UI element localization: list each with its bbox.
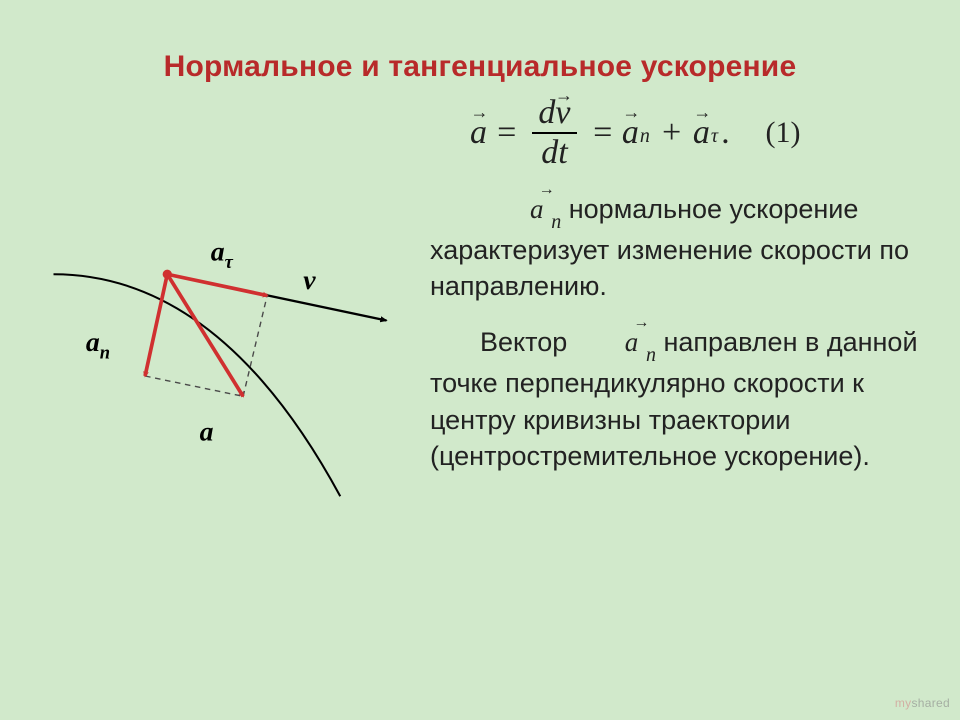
- d-symbol: d: [538, 94, 555, 131]
- equals-sign: =: [495, 110, 518, 156]
- subscript-n: n: [551, 211, 561, 233]
- diagram-label: v: [303, 265, 316, 296]
- paragraph-2: Вектор a n направлен в данной точке перп…: [430, 320, 925, 475]
- acceleration-vector: [167, 274, 267, 295]
- vector-arrow-icon: [693, 100, 709, 124]
- denominator: dt: [539, 134, 569, 172]
- diagram-label: an: [86, 327, 110, 363]
- formula-lhs: a: [470, 110, 487, 156]
- formula-period: .: [722, 110, 731, 156]
- content-row: aτvana a = dv dt = a: [0, 84, 960, 529]
- vector-arrow-icon: [555, 86, 571, 104]
- vector-arrow-icon: [583, 312, 647, 334]
- equation-number: (1): [766, 113, 801, 154]
- construction-line: [145, 376, 243, 396]
- vector-arrow-icon: [471, 100, 487, 124]
- vector-arrow-icon: [489, 179, 553, 201]
- watermark: myshared: [895, 696, 950, 710]
- origin-point: [163, 270, 172, 279]
- formula-row: a = dv dt = a n + a: [430, 94, 925, 172]
- watermark-shared: shared: [912, 696, 951, 710]
- inline-an: a n: [575, 320, 656, 365]
- subscript-n: n: [640, 123, 650, 150]
- p2-pre: Вектор: [480, 327, 575, 357]
- formula: a = dv dt = a n + a: [470, 94, 731, 172]
- acceleration-diagram: aτ v an a: [20, 154, 420, 524]
- equals-sign: =: [591, 110, 614, 156]
- acceleration-vector: [145, 274, 167, 376]
- paragraph-1: a n нормальное ускорение характеризует и…: [430, 187, 925, 305]
- text-panel: a = dv dt = a n + a: [420, 94, 940, 529]
- fraction: dv dt: [532, 94, 577, 172]
- inline-an: a n: [480, 187, 561, 232]
- numerator: dv: [536, 94, 572, 132]
- term-an: a: [622, 110, 639, 156]
- diagram-label: a: [200, 417, 214, 448]
- subscript-n: n: [646, 344, 656, 366]
- num-var: v: [555, 96, 570, 130]
- watermark-my: my: [895, 696, 912, 710]
- acceleration-vector: [167, 274, 243, 396]
- vector-arrow-icon: [622, 100, 638, 124]
- page-title: Нормальное и тангенциальное ускорение: [0, 0, 960, 84]
- trajectory-curve: [54, 274, 341, 496]
- diagram-panel: aτ v an a: [20, 94, 420, 529]
- subscript-tau: τ: [711, 123, 718, 150]
- diagram-label: aτ: [211, 236, 234, 272]
- term-atau: a: [693, 110, 710, 156]
- plus-sign: +: [660, 110, 683, 156]
